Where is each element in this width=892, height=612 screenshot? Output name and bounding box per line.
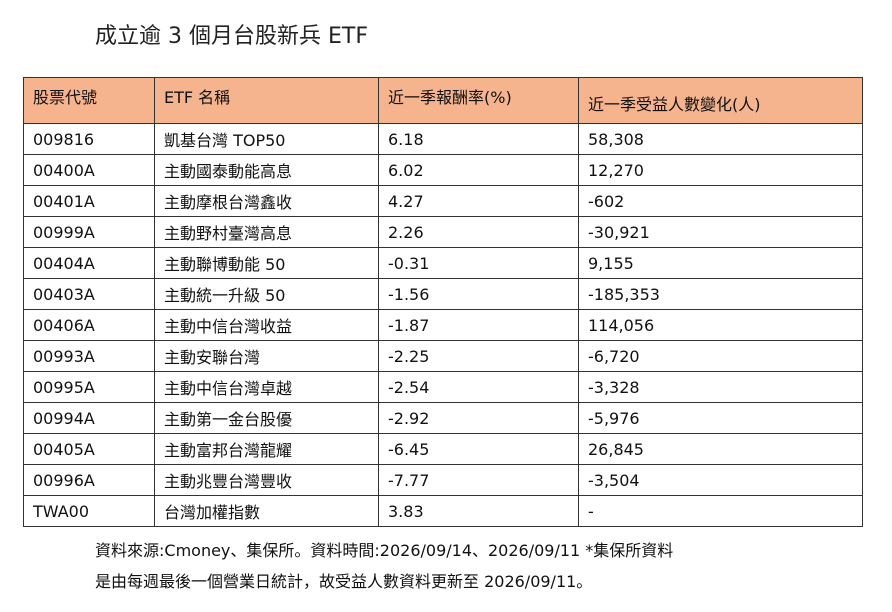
- table-row: 00406A 主動中信台灣收益 -1.87 114,056: [23, 309, 863, 341]
- cell-stock-code: 00993A: [23, 340, 155, 372]
- table-row: 00401A 主動摩根台灣鑫收 4.27 -602: [23, 185, 863, 217]
- cell-holder-change: 26,845: [578, 433, 863, 465]
- source-note-continued: 是由每週最後一個營業日統計，故受益人數資料更新至 2026/09/11。: [95, 572, 593, 591]
- cell-quarter-return: -7.77: [378, 464, 579, 496]
- cell-holder-change: -3,328: [578, 371, 863, 403]
- cell-stock-code: 009816: [23, 123, 155, 155]
- cell-etf-name: 主動中信台灣收益: [154, 309, 379, 341]
- etf-table: 股票代號 ETF 名稱 近一季報酬率(%) 近一季受益人數變化(人) 00981…: [23, 77, 863, 527]
- table-row: 00405A 主動富邦台灣龍耀 -6.45 26,845: [23, 433, 863, 465]
- table-row: 00994A 主動第一金台股優 -2.92 -5,976: [23, 402, 863, 434]
- cell-etf-name: 主動統一升級 50: [154, 278, 379, 310]
- cell-stock-code: 00999A: [23, 216, 155, 248]
- cell-quarter-return: 6.02: [378, 154, 579, 186]
- cell-quarter-return: -2.92: [378, 402, 579, 434]
- cell-etf-name: 主動野村臺灣高息: [154, 216, 379, 248]
- table-row: 00995A 主動中信台灣卓越 -2.54 -3,328: [23, 371, 863, 403]
- cell-etf-name: 台灣加權指數: [154, 495, 379, 527]
- cell-holder-change: -: [578, 495, 863, 527]
- cell-stock-code: 00996A: [23, 464, 155, 496]
- cell-stock-code: 00406A: [23, 309, 155, 341]
- cell-quarter-return: -1.56: [378, 278, 579, 310]
- cell-etf-name: 主動富邦台灣龍耀: [154, 433, 379, 465]
- cell-holder-change: 58,308: [578, 123, 863, 155]
- cell-holder-change: -5,976: [578, 402, 863, 434]
- cell-quarter-return: -2.54: [378, 371, 579, 403]
- cell-quarter-return: -6.45: [378, 433, 579, 465]
- cell-holder-change: -30,921: [578, 216, 863, 248]
- cell-etf-name: 主動聯博動能 50: [154, 247, 379, 279]
- cell-holder-change: -6,720: [578, 340, 863, 372]
- cell-holder-change: 12,270: [578, 154, 863, 186]
- cell-quarter-return: 2.26: [378, 216, 579, 248]
- table-row: 00400A 主動國泰動能高息 6.02 12,270: [23, 154, 863, 186]
- cell-etf-name: 主動摩根台灣鑫收: [154, 185, 379, 217]
- cell-holder-change: 9,155: [578, 247, 863, 279]
- table-row: 00403A 主動統一升級 50 -1.56 -185,353: [23, 278, 863, 310]
- cell-etf-name: 主動兆豐台灣豐收: [154, 464, 379, 496]
- cell-stock-code: 00995A: [23, 371, 155, 403]
- cell-etf-name: 凱基台灣 TOP50: [154, 123, 379, 155]
- table-row: 00404A 主動聯博動能 50 -0.31 9,155: [23, 247, 863, 279]
- cell-stock-code: 00405A: [23, 433, 155, 465]
- table-row: 00996A 主動兆豐台灣豐收 -7.77 -3,504: [23, 464, 863, 496]
- cell-holder-change: -185,353: [578, 278, 863, 310]
- cell-stock-code: 00400A: [23, 154, 155, 186]
- table-row: 009816 凱基台灣 TOP50 6.18 58,308: [23, 123, 863, 155]
- page-title: 成立逾 3 個月台股新兵 ETF: [95, 24, 368, 49]
- cell-quarter-return: 3.83: [378, 495, 579, 527]
- cell-holder-change: -602: [578, 185, 863, 217]
- table-row: 00993A 主動安聯台灣 -2.25 -6,720: [23, 340, 863, 372]
- cell-holder-change: 114,056: [578, 309, 863, 341]
- cell-stock-code: 00403A: [23, 278, 155, 310]
- cell-etf-name: 主動安聯台灣: [154, 340, 379, 372]
- header-etf-name: ETF 名稱: [154, 77, 379, 124]
- cell-etf-name: 主動國泰動能高息: [154, 154, 379, 186]
- header-holder-change: 近一季受益人數變化(人): [578, 77, 863, 124]
- cell-stock-code: TWA00: [23, 495, 155, 527]
- source-note: 資料來源:Cmoney、集保所。資料時間:2026/09/14、2026/09/…: [95, 541, 674, 560]
- cell-quarter-return: -1.87: [378, 309, 579, 341]
- cell-stock-code: 00994A: [23, 402, 155, 434]
- cell-quarter-return: 6.18: [378, 123, 579, 155]
- header-quarter-return: 近一季報酬率(%): [378, 77, 579, 124]
- cell-stock-code: 00404A: [23, 247, 155, 279]
- cell-quarter-return: -2.25: [378, 340, 579, 372]
- cell-quarter-return: 4.27: [378, 185, 579, 217]
- cell-holder-change: -3,504: [578, 464, 863, 496]
- cell-etf-name: 主動中信台灣卓越: [154, 371, 379, 403]
- cell-etf-name: 主動第一金台股優: [154, 402, 379, 434]
- table-header-row: 股票代號 ETF 名稱 近一季報酬率(%) 近一季受益人數變化(人): [23, 77, 863, 124]
- cell-stock-code: 00401A: [23, 185, 155, 217]
- table-row: 00999A 主動野村臺灣高息 2.26 -30,921: [23, 216, 863, 248]
- table-row: TWA00 台灣加權指數 3.83 -: [23, 495, 863, 527]
- cell-quarter-return: -0.31: [378, 247, 579, 279]
- header-stock-code: 股票代號: [23, 77, 155, 124]
